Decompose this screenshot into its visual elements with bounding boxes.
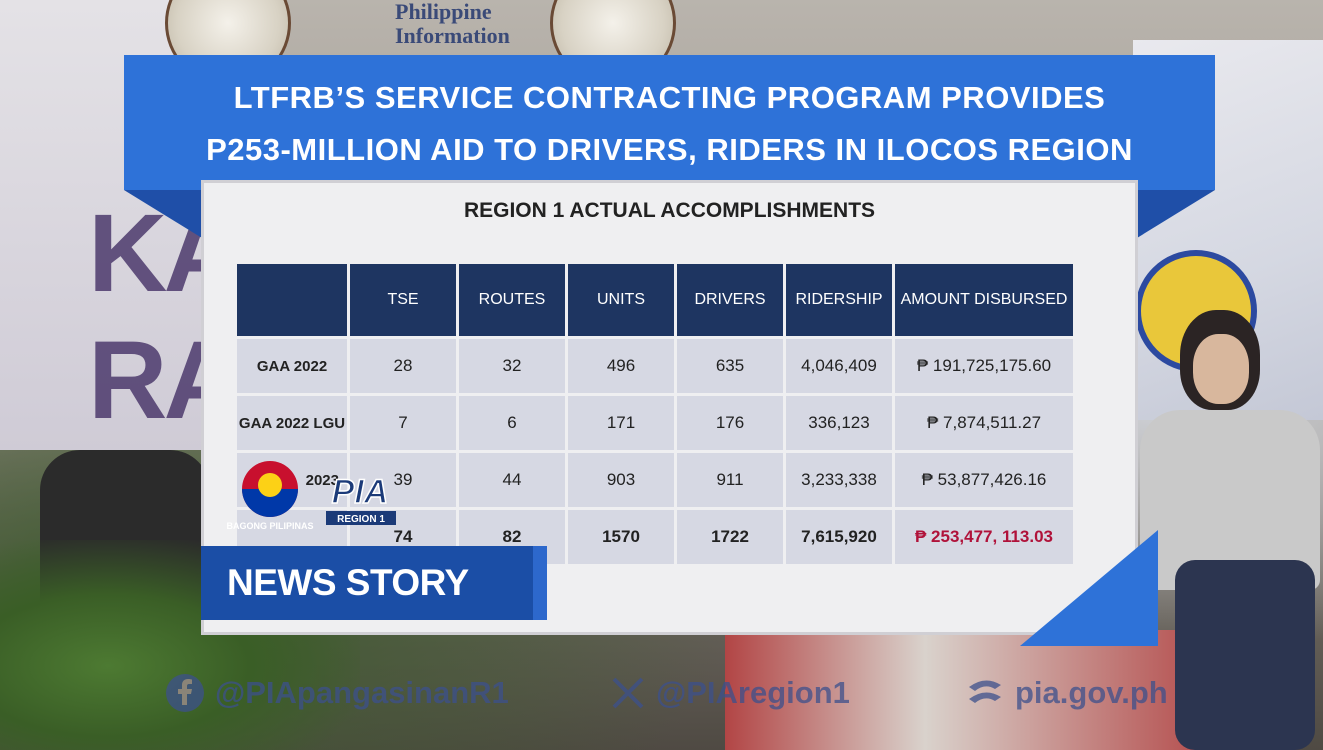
svg-text:REGION 1: REGION 1 (337, 514, 385, 525)
facebook-handle: @PIApangasinanR1 (165, 668, 509, 718)
table-cell: ₱ 53,877,426.16 (895, 453, 1073, 507)
table-cell: 7 (350, 396, 456, 450)
table-cell: 3,233,338 (786, 453, 892, 507)
table-cell: 32 (459, 339, 565, 393)
table-cell: 496 (568, 339, 674, 393)
headline-fold-left (124, 190, 202, 238)
table-cell: ₱ 191,725,175.60 (895, 339, 1073, 393)
headline-line-1: LTFRB’S SERVICE CONTRACTING PROGRAM PROV… (233, 79, 1106, 115)
table-cell: 635 (677, 339, 783, 393)
table-cell: 44 (459, 453, 565, 507)
table-header-row: TSE ROUTES UNITS DRIVERS RIDERSHIP AMOUN… (237, 264, 1073, 336)
background-pia-text: Philippine Information (395, 0, 510, 48)
headline-line-2: P253-MILLION AID TO DRIVERS, RIDERS IN I… (206, 131, 1133, 167)
x-handle: @PIAregion1 (610, 668, 850, 718)
table-cell: 4,046,409 (786, 339, 892, 393)
table-cell: 28 (350, 339, 456, 393)
table-cell: 903 (568, 453, 674, 507)
headline-banner: LTFRB’S SERVICE CONTRACTING PROGRAM PROV… (124, 55, 1215, 190)
bagong-pilipinas-logo: BAGONG PILIPINAS (226, 461, 314, 531)
table-header-cell: ROUTES (459, 264, 565, 336)
background-speaker (1135, 310, 1323, 750)
table-cell: GAA 2022 (237, 339, 347, 393)
headline-fold-right (1137, 190, 1215, 238)
table-cell: 171 (568, 396, 674, 450)
svg-text:PIA: PIA (332, 473, 389, 511)
table-header-cell: AMOUNT DISBURSED (895, 264, 1073, 336)
table-header-cell: UNITS (568, 264, 674, 336)
table-row: GAA 2022 28 32 496 635 4,046,409 ₱ 191,7… (237, 339, 1073, 393)
table-row: GAA 2022 LGU 7 6 171 176 336,123 ₱ 7,874… (237, 396, 1073, 450)
table-cell: 336,123 (786, 396, 892, 450)
facebook-icon (165, 673, 205, 713)
pia-region-logo: PIA REGION 1 (326, 472, 396, 525)
table-cell: 7,615,920 (786, 510, 892, 564)
table-cell: GAA 2022 LGU (237, 396, 347, 450)
table-cell: 6 (459, 396, 565, 450)
table-header-cell: TSE (350, 264, 456, 336)
corner-accent (1020, 530, 1158, 646)
table-header-cell: DRIVERS (677, 264, 783, 336)
table-cell: 1722 (677, 510, 783, 564)
pia-web-icon (965, 675, 1005, 711)
table-cell: ₱ 7,874,511.27 (895, 396, 1073, 450)
slide-title: REGION 1 ACTUAL ACCOMPLISHMENTS (463, 199, 876, 222)
web-handle: pia.gov.ph (965, 668, 1168, 718)
table-cell: 176 (677, 396, 783, 450)
table-cell: 911 (677, 453, 783, 507)
table-cell: 39 (350, 453, 456, 507)
news-story-label: NEWS STORY (201, 546, 533, 620)
table-header-cell (237, 264, 347, 336)
x-icon (610, 675, 646, 711)
table-header-cell: RIDERSHIP (786, 264, 892, 336)
table-cell: 1570 (568, 510, 674, 564)
svg-text:BAGONG PILIPINAS: BAGONG PILIPINAS (226, 521, 313, 531)
